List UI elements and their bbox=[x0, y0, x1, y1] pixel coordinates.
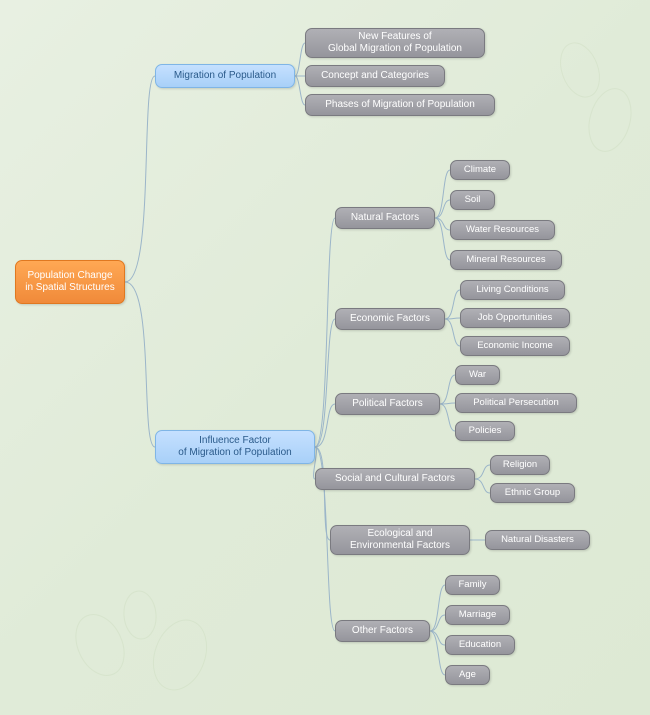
leaf-persecution: Political Persecution bbox=[455, 393, 577, 413]
leaf-income: Economic Income bbox=[460, 336, 570, 356]
leaf-education: Education bbox=[445, 635, 515, 655]
node-mig-new: New Features ofGlobal Migration of Popul… bbox=[305, 28, 485, 58]
leaf-mineral: Mineral Resources bbox=[450, 250, 562, 270]
leaf-family: Family bbox=[445, 575, 500, 595]
node-natural: Natural Factors bbox=[335, 207, 435, 229]
node-migration: Migration of Population bbox=[155, 64, 295, 88]
node-economic: Economic Factors bbox=[335, 308, 445, 330]
leaf-living: Living Conditions bbox=[460, 280, 565, 300]
root-label: Population Changein Spatial Structures bbox=[25, 270, 115, 295]
leaf-religion: Religion bbox=[490, 455, 550, 475]
node-other: Other Factors bbox=[335, 620, 430, 642]
leaf-climate: Climate bbox=[450, 160, 510, 180]
node-mig-phases: Phases of Migration of Population bbox=[305, 94, 495, 116]
node-ecological: Ecological andEnvironmental Factors bbox=[330, 525, 470, 555]
leaf-job: Job Opportunities bbox=[460, 308, 570, 328]
leaf-war: War bbox=[455, 365, 500, 385]
leaf-water: Water Resources bbox=[450, 220, 555, 240]
leaf-policies: Policies bbox=[455, 421, 515, 441]
node-social: Social and Cultural Factors bbox=[315, 468, 475, 490]
node-influence: Influence Factorof Migration of Populati… bbox=[155, 430, 315, 464]
leaf-soil: Soil bbox=[450, 190, 495, 210]
leaf-ethnic: Ethnic Group bbox=[490, 483, 575, 503]
leaf-disasters: Natural Disasters bbox=[485, 530, 590, 550]
root-node: Population Changein Spatial Structures bbox=[15, 260, 125, 304]
node-mig-concept: Concept and Categories bbox=[305, 65, 445, 87]
leaf-marriage: Marriage bbox=[445, 605, 510, 625]
leaf-age: Age bbox=[445, 665, 490, 685]
node-political: Political Factors bbox=[335, 393, 440, 415]
